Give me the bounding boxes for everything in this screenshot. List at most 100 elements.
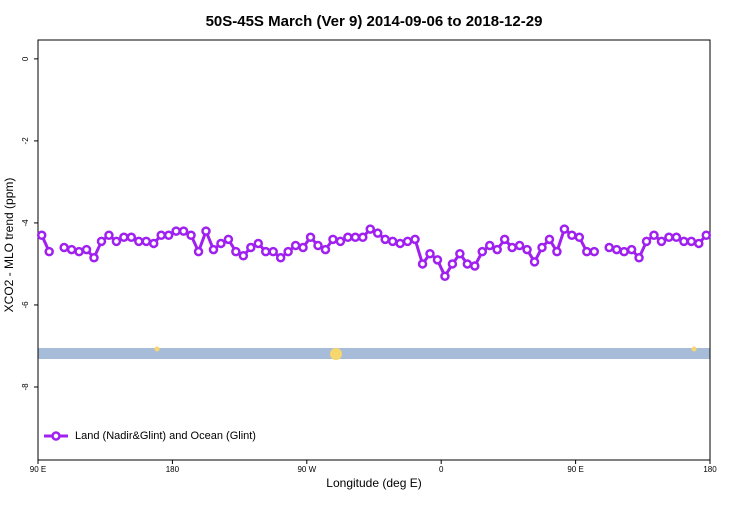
data-point [582,246,592,257]
data-point [156,230,166,240]
data-point [402,236,413,247]
data-point [313,240,323,251]
data-point [238,250,249,261]
data-point [59,242,69,253]
data-point [134,236,144,247]
chart-title: 50S-45S March (Ver 9) 2014-09-06 to 2018… [206,13,543,30]
data-point [283,246,293,257]
data-point [604,242,614,253]
data-point [410,234,420,245]
data-point [223,234,234,245]
y-tick-label: -2 [21,137,30,145]
data-point [425,248,435,259]
x-tick-label: 180 [703,465,717,474]
data-point [335,236,346,247]
data-point [253,238,264,249]
data-point [201,226,211,236]
data-point [148,238,159,249]
data-point [641,236,652,247]
data-point [492,244,502,255]
data-point [246,242,256,253]
data-point [372,228,383,238]
land-spot [691,346,697,352]
data-point [507,242,517,253]
data-point [141,236,152,247]
y-tick-label: -8 [21,383,30,391]
data-point [260,246,271,257]
data-point [111,236,122,247]
data-point [455,248,465,259]
data-point [298,242,308,253]
data-point [484,240,495,251]
data-point [104,230,114,240]
plot-frame [37,39,711,461]
data-point [611,244,622,255]
data-point [387,236,398,247]
data-point [514,240,525,251]
data-point [440,271,450,281]
data-point [619,246,629,257]
data-point [81,244,92,255]
data-point [96,236,107,247]
data-point [671,232,682,243]
data-point [567,230,577,240]
data-point [462,259,473,269]
x-tick-label: 0 [439,465,444,474]
data-point [208,244,219,255]
data-point [44,246,54,257]
data-point [649,230,659,240]
legend-label: Land (Nadir&Glint) and Ocean (Glint) [75,430,256,442]
y-tick-label: -6 [21,301,30,309]
data-point [559,224,570,234]
data-point [186,230,196,240]
x-tick-label: 90 E [567,465,583,474]
data-point [470,261,480,271]
data-point [89,253,99,263]
data-point [216,238,226,249]
data-point [694,238,704,249]
data-point [171,226,181,236]
data-point [432,255,443,265]
data-point [290,240,301,251]
series-line [40,226,708,280]
data-point [119,232,129,243]
data-point [268,246,278,257]
land-spot [330,348,342,360]
data-point [380,234,390,245]
data-point [395,238,405,249]
data-point [626,244,637,255]
data-point [686,236,697,247]
y-axis-label: XCO2 - MLO trend (ppm) [2,178,16,313]
data-point [126,232,137,243]
data-point [477,246,488,257]
data-point [417,259,428,269]
land-spot [154,346,160,352]
data-point [343,232,353,243]
data-point [358,232,368,243]
data-point [193,246,204,257]
data-point [634,253,644,263]
data-point [499,234,510,245]
land-ocean-strip [38,348,710,359]
data-point [552,246,562,257]
data-point [589,246,600,257]
data-point [163,230,174,240]
data-point [664,232,674,243]
data-point [365,224,376,234]
data-point [522,244,532,255]
data-point [679,236,689,247]
data-point [36,230,47,240]
y-tick-label: -4 [21,219,30,227]
data-point [544,234,555,245]
x-tick-label: 180 [166,465,180,474]
y-tick-label: 0 [21,56,30,61]
data-point [350,232,361,243]
data-point [320,244,331,255]
data-point [529,257,540,267]
data-point [328,234,338,245]
data-point [74,246,84,257]
x-axis-label: Longitude (deg E) [326,476,421,490]
x-tick-label: 90 W [297,465,316,474]
data-point [231,246,241,257]
